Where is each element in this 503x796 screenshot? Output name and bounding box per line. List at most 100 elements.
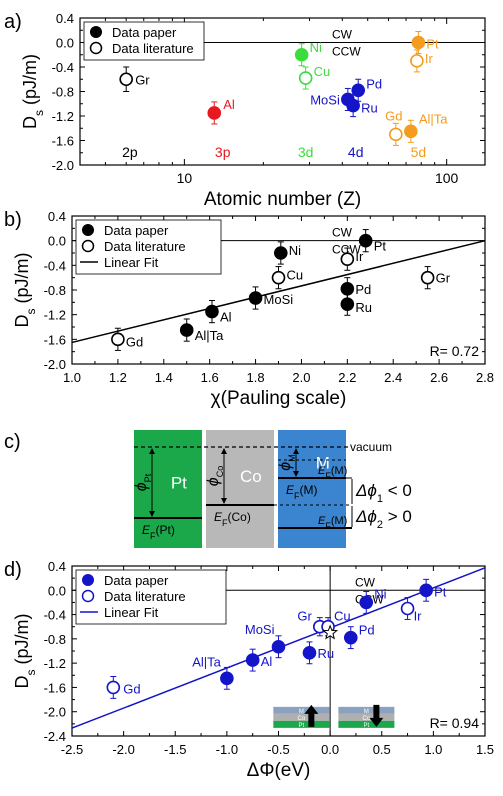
arrow-head: [149, 511, 155, 517]
y-tick-label: 0.4: [48, 559, 66, 574]
legend-entry: Data paper: [104, 573, 169, 588]
data-point-gd: [389, 127, 403, 142]
x-tick-label: 2.6: [430, 370, 448, 385]
point-label: Cu: [314, 64, 331, 79]
inset-layer: [273, 713, 330, 721]
arrow-head: [293, 471, 299, 477]
panel-a: a) -2.0 -1.6 -1.2 -0.8 -0.4 0.0 0.4 10 100 Atomic …: [4, 11, 486, 210]
data-point-cu: [271, 270, 286, 285]
inset-layer: [273, 720, 330, 728]
data-point-pt: [411, 35, 426, 50]
fermi-level-label: EF(M): [318, 465, 347, 481]
legend-marker-filled: [82, 574, 94, 586]
point-label: Al: [261, 654, 273, 669]
x-tick-label: -1.5: [164, 742, 186, 757]
point-label: Al: [220, 310, 232, 325]
data-point-gd: [111, 332, 125, 347]
metal-block-pt: [134, 430, 202, 548]
data-point-ni: [294, 47, 309, 62]
x-tick-label: 1.2: [109, 370, 127, 385]
legend-entry: Data paper: [112, 25, 177, 40]
point-label: Ni: [374, 586, 386, 601]
data-point-ir: [400, 601, 415, 616]
data-point-gd: [106, 680, 121, 695]
point-label: Ir: [355, 249, 364, 264]
x-axis-label: ΔΦ(eV): [247, 760, 311, 781]
data-point-mosi: [248, 291, 263, 305]
data-point-ru: [340, 297, 355, 311]
data-point-pd: [343, 630, 358, 645]
arrow-head: [221, 448, 227, 454]
data-point-al: [205, 304, 219, 319]
point-label: Ru: [361, 101, 378, 116]
y-tick-label: -0.8: [44, 283, 66, 298]
arrow-head: [221, 498, 227, 504]
point-label: Cu: [287, 268, 304, 283]
fermi-level-label: EF(M): [318, 515, 347, 531]
y-tick-label: -2.0: [44, 705, 66, 720]
inset-layer-label: Co: [298, 716, 306, 722]
data-point-al: [207, 106, 222, 120]
point-label: Al|Ta: [419, 111, 448, 126]
y-tick-label: -0.8: [44, 632, 66, 647]
phi-label: ϕM: [277, 454, 297, 470]
x-tick-label: -0.5: [267, 742, 289, 757]
point-label: Ni: [289, 243, 301, 258]
legend-marker-open: [81, 589, 95, 603]
legend-entry: Data literature: [104, 589, 186, 604]
panel-label: d): [4, 559, 22, 581]
arrow-head: [149, 448, 155, 454]
point-label: Al|Ta: [195, 328, 224, 343]
point-label: Ir: [425, 51, 434, 66]
metal-label: M: [316, 454, 330, 473]
data-point-ir: [340, 252, 355, 266]
x-tick-label: 2.4: [384, 370, 402, 385]
data-point-al-ta: [179, 323, 194, 337]
legend-entry: Data paper: [104, 223, 169, 238]
y-tick-label: 0.0: [48, 583, 66, 598]
phi-label: ϕCo: [205, 466, 225, 486]
point-label: Gr: [297, 609, 312, 624]
data-point-ir: [410, 54, 424, 68]
x-axis-label: χ(Pauling scale): [211, 388, 347, 409]
y-tick-label: -1.2: [44, 308, 66, 323]
y-axis-label: Ds (pJ/m): [12, 614, 38, 689]
x-tick-label: 1.8: [247, 370, 265, 385]
point-label: Al: [223, 97, 235, 112]
metal-label: Co: [240, 467, 262, 486]
panel-d: d) -2.4 -2.0 -1.6 -1.2 -0.8 -0.4 0.0 0.4 -2.5 -2.0…: [4, 559, 494, 781]
y-tick-label: -0.4: [44, 608, 66, 623]
y-tick-label: -0.8: [52, 85, 74, 100]
phi-label: ϕPt: [133, 473, 153, 491]
y-tick-label: 0.0: [48, 234, 66, 249]
ccw-label: CCW: [332, 45, 361, 59]
delta-phi-2-label: Δϕ2 > 0: [355, 507, 412, 531]
vacuum-label: vacuum: [350, 440, 392, 454]
cw-label: CW: [332, 226, 353, 240]
point-label: Pd: [355, 282, 371, 297]
inset-layer-label: Pt: [364, 723, 370, 729]
element-group-label: 3p: [215, 144, 231, 160]
fermi-level-label: EF(Co): [214, 510, 251, 528]
element-group-label: 5d: [411, 144, 427, 160]
ccw-label: CCW: [332, 243, 361, 257]
data-point-pt: [419, 583, 433, 598]
y-tick-label: -2.0: [44, 357, 66, 372]
legend-marker-filled: [82, 224, 94, 236]
x-tick-label: 100: [435, 170, 459, 186]
point-label: MoSi: [264, 292, 294, 307]
y-tick-label: 0.0: [56, 36, 74, 51]
inset-layer-label: Co: [363, 716, 371, 722]
inset-layer: [338, 720, 395, 728]
data-point-ni: [273, 246, 288, 260]
y-tick-label: -0.4: [52, 60, 74, 75]
panel-label: b): [4, 209, 22, 231]
x-tick-label: 1.6: [201, 370, 219, 385]
metal-block-co: [206, 430, 274, 548]
x-tick-label: 2.2: [338, 370, 356, 385]
point-label: Ru: [355, 300, 372, 315]
y-axis-label: Ds (pJ/m): [20, 54, 46, 129]
inset-layer-label: M: [364, 709, 369, 715]
x-tick-label: -2.0: [112, 742, 134, 757]
inset-layer-label: Pt: [299, 723, 305, 729]
